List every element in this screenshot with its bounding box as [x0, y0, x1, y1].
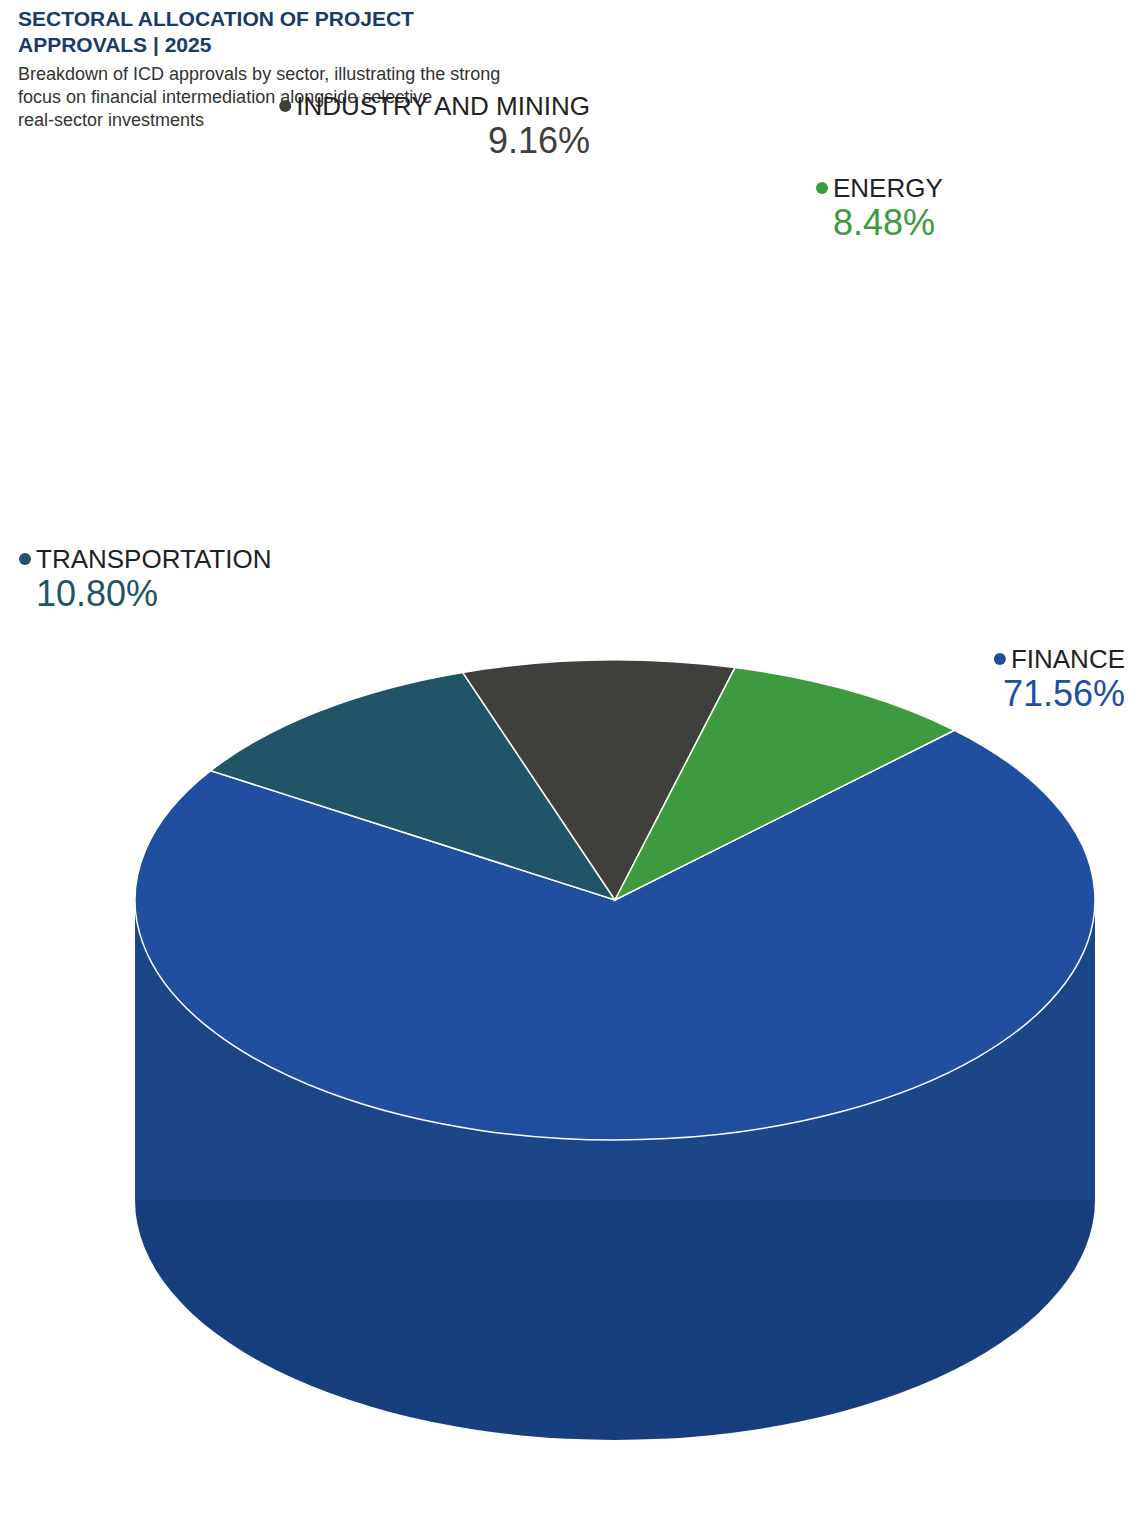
plot-area: [135, 660, 1095, 1440]
label-value: 8.48%: [833, 202, 935, 243]
label-dot: [816, 182, 828, 194]
label-name: TRANSPORTATION: [36, 544, 271, 574]
data-label: ENERGY8.48%: [816, 173, 943, 243]
label-dot: [994, 653, 1006, 665]
data-label: TRANSPORTATION10.80%: [19, 544, 271, 614]
data-label: INDUSTRY AND MINING9.16%: [279, 91, 590, 161]
slice: [615, 668, 954, 900]
label-value: 71.56%: [1003, 673, 1125, 714]
label-value: 10.80%: [36, 573, 158, 614]
label-name: INDUSTRY AND MINING: [296, 91, 590, 121]
title: SECTORAL ALLOCATION OF PROJECTAPPROVALS …: [18, 7, 414, 56]
label-name: FINANCE: [1011, 644, 1125, 674]
label-dot: [19, 553, 31, 565]
data-label: FINANCE71.56%: [994, 644, 1125, 714]
label-name: ENERGY: [833, 173, 943, 203]
label-value: 9.16%: [488, 120, 590, 161]
label-dot: [279, 100, 291, 112]
pie-top: [135, 660, 1095, 1140]
chart: SECTORAL ALLOCATION OF PROJECTAPPROVALS …: [0, 0, 1145, 1519]
